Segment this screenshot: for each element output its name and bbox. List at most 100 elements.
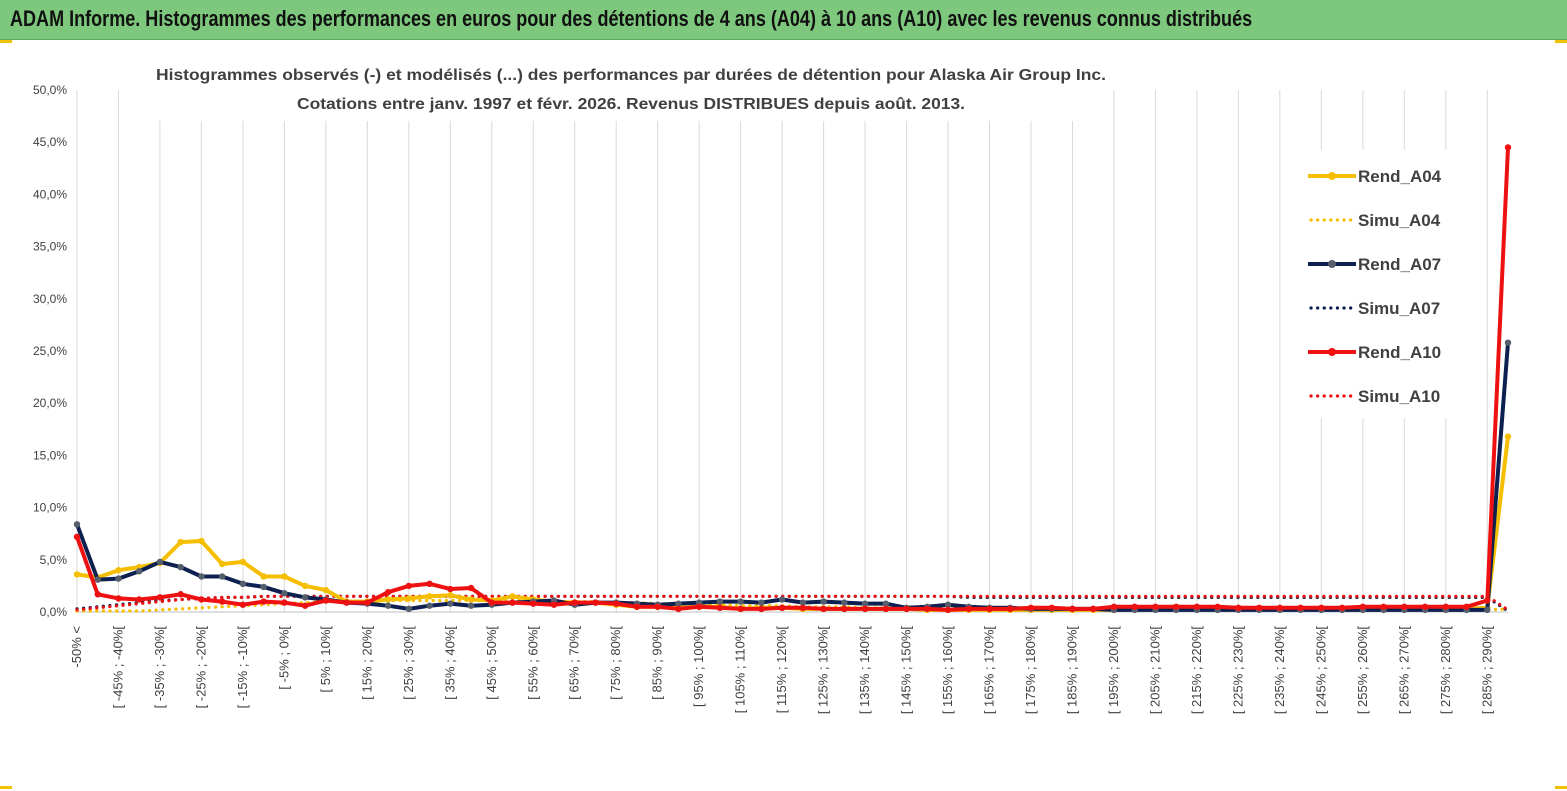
data-point-Rend_A10 <box>550 601 558 608</box>
data-point-Rend_A10 <box>322 597 330 604</box>
data-point-Rend_A10 <box>882 605 890 613</box>
data-point-Rend_A07 <box>467 602 475 609</box>
x-tick-label: [ 255% ; 260%[ <box>1355 626 1370 715</box>
legend: Rend_A04 Simu_A04 Rend_A07 Simu_A07 Rend_A10… <box>1298 150 1470 418</box>
data-point-Rend_A10 <box>488 599 495 606</box>
x-tick-label: [ 35% ; 40%[ <box>442 626 457 700</box>
data-point-Rend_A10 <box>1235 604 1242 612</box>
data-point-Rend_A10 <box>1172 603 1180 610</box>
data-point-Rend_A07 <box>861 600 869 607</box>
x-tick-label: [ -5% ; 0%[ <box>276 626 291 690</box>
data-point-Rend_A10 <box>820 605 827 613</box>
legend-label-Simu_A04: Simu_A04 <box>1358 211 1441 230</box>
report-banner-title: ADAM Informe. Histogrammes des performan… <box>10 6 1253 31</box>
data-point-Rend_A10 <box>343 599 350 606</box>
chart-subtitle: Cotations entre janv. 1997 et févr. 2026… <box>297 96 965 113</box>
data-point-Rend_A07 <box>136 568 143 575</box>
x-tick-label: [ 45% ; 50%[ <box>484 626 499 700</box>
data-point-Rend_A10 <box>1421 603 1429 610</box>
series-line-Simu_A10 <box>75 594 1510 612</box>
data-point-Rend_A10 <box>695 603 703 610</box>
gridlines <box>76 90 1508 613</box>
y-axis-ticks: 0,0% 5,0% 10,0% 15,0% 20,0% 25,0% 30,0% 35,0% 40… <box>33 83 67 619</box>
chart-title-background <box>150 55 1110 121</box>
y-tick-label: 30,0% <box>33 292 67 306</box>
x-tick-label: [ 115% ; 120%[ <box>774 626 789 714</box>
x-tick-label: [ 5% ; 10%[ <box>318 626 333 693</box>
data-point-Rend_A10 <box>426 580 433 588</box>
corner-mark-bottom-right <box>1555 786 1567 789</box>
data-point-Rend_A07 <box>716 598 724 605</box>
x-tick-label: [ 85% ; 90%[ <box>650 626 665 700</box>
data-point-Rend_A10 <box>903 605 910 613</box>
data-point-Rend_A07 <box>239 580 247 588</box>
x-tick-label: [ 215% ; 220%[ <box>1189 626 1204 715</box>
data-point-Rend_A10 <box>924 605 931 613</box>
x-tick-label: [ 245% ; 250%[ <box>1313 626 1328 715</box>
y-tick-label: 25,0% <box>33 344 67 358</box>
data-point-Rend_A10 <box>1090 605 1097 613</box>
data-point-Rend_A10 <box>156 594 164 601</box>
data-point-Rend_A10 <box>1048 604 1055 612</box>
x-tick-label: [ -15% ; -10%[ <box>235 626 250 709</box>
data-point-Rend_A10 <box>654 603 661 610</box>
legend-marker-Rend_A07 <box>1328 260 1336 268</box>
x-tick-label: [ 195% ; 200%[ <box>1106 626 1121 715</box>
corner-mark-top-left <box>0 40 12 43</box>
y-tick-label: 0,0% <box>40 605 68 619</box>
data-point-Rend_A04 <box>322 586 330 594</box>
x-tick-label: [ 205% ; 210%[ <box>1147 626 1162 715</box>
data-point-Rend_A04 <box>426 593 433 600</box>
data-point-Rend_A07 <box>778 596 786 603</box>
series-line-Rend_A04 <box>76 436 1510 612</box>
data-point-Rend_A10 <box>1069 605 1076 613</box>
data-point-Rend_A07 <box>115 575 122 582</box>
data-point-Rend_A04 <box>115 567 122 574</box>
data-point-Rend_A04 <box>177 538 184 546</box>
data-point-Rend_A07 <box>94 576 101 583</box>
legend-label-Rend_A10: Rend_A10 <box>1358 343 1441 362</box>
data-point-Rend_A10 <box>198 596 205 603</box>
data-point-Rend_A10 <box>239 601 247 608</box>
data-point-Rend_A10 <box>1359 603 1367 610</box>
y-tick-label: 45,0% <box>33 135 67 149</box>
data-point-Rend_A10 <box>1401 603 1408 610</box>
data-point-Rend_A04 <box>218 560 226 568</box>
legend-label-Rend_A04: Rend_A04 <box>1358 167 1442 186</box>
data-point-Rend_A10 <box>778 604 786 612</box>
data-point-Rend_A04 <box>509 593 516 600</box>
data-point-Rend_A10 <box>509 599 516 606</box>
data-point-Rend_A10 <box>1442 603 1449 610</box>
data-point-Rend_A07 <box>758 599 765 606</box>
x-tick-label: [ 105% ; 110%[ <box>733 626 748 714</box>
data-point-Rend_A10 <box>115 595 122 602</box>
x-tick-label: -50% < <box>69 626 84 668</box>
x-tick-label: [ 175% ; 180%[ <box>1023 626 1038 715</box>
data-point-Rend_A10 <box>281 599 288 606</box>
data-point-Rend_A10 <box>94 591 101 598</box>
data-point-Rend_A07 <box>1484 606 1491 614</box>
data-point-Rend_A04 <box>260 573 267 580</box>
data-point-Rend_A04 <box>301 582 309 590</box>
data-point-Rend_A07 <box>156 558 164 566</box>
report-banner: ADAM Informe. Histogrammes des performan… <box>0 0 1567 40</box>
data-point-Rend_A07 <box>799 599 807 606</box>
data-point-Rend_A10 <box>861 605 869 613</box>
corner-mark-top-right <box>1555 40 1567 43</box>
data-point-Rend_A07 <box>1504 339 1512 346</box>
data-point-Rend_A04 <box>467 596 475 603</box>
data-point-Rend_A07 <box>737 598 744 605</box>
legend-label-Rend_A07: Rend_A07 <box>1358 255 1441 274</box>
data-point-Rend_A07 <box>260 583 267 591</box>
legend-marker-Rend_A10 <box>1328 348 1336 356</box>
data-point-Rend_A07 <box>944 601 952 608</box>
line-chart: -50% < [ -45% ; -40%[[ -35% ; -30%[[ -25%… <box>33 55 1512 715</box>
x-tick-label: [ 135% ; 140%[ <box>857 626 872 715</box>
data-point-Rend_A10 <box>613 600 620 607</box>
data-point-Rend_A10 <box>530 600 537 607</box>
data-point-Rend_A04 <box>198 537 205 545</box>
data-point-Rend_A10 <box>1380 603 1387 610</box>
x-tick-label: [ -35% ; -30%[ <box>152 626 167 709</box>
data-point-Rend_A10 <box>384 588 392 596</box>
data-point-Rend_A10 <box>447 585 454 593</box>
